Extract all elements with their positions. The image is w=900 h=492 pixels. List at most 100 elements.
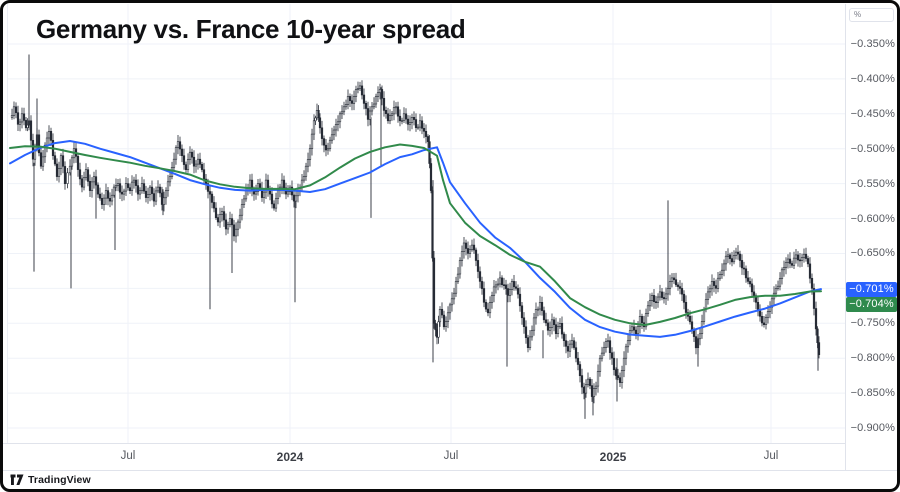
candle-body — [188, 151, 192, 160]
candle-body — [678, 286, 682, 289]
tradingview-logo[interactable]: TradingView — [10, 472, 91, 488]
candle-body — [500, 277, 504, 285]
candle-body — [526, 337, 530, 349]
candle-body — [208, 191, 212, 195]
candle-body — [446, 312, 450, 322]
candle-body — [14, 106, 18, 114]
candle-body — [724, 255, 728, 265]
candle-body — [114, 185, 118, 188]
candle-body — [320, 127, 324, 139]
candle-body — [480, 281, 484, 289]
candle-body — [388, 115, 392, 122]
candle-body — [402, 113, 406, 121]
candle-body — [600, 352, 604, 359]
candle-body — [212, 202, 216, 209]
candle-body — [684, 301, 688, 313]
candle-body — [612, 357, 616, 371]
candle-body — [544, 319, 548, 324]
candle-body — [414, 119, 418, 128]
candle-body — [594, 385, 598, 389]
candle-body — [520, 305, 524, 319]
candle-body — [96, 184, 100, 195]
candle-body — [566, 346, 570, 352]
candle-body — [662, 297, 666, 300]
candle-body — [348, 96, 352, 102]
candle-body — [504, 284, 508, 289]
candle-body — [620, 369, 624, 383]
time-tick-year-label: 2025 — [599, 450, 627, 464]
price-tick-label: −0.600% — [850, 212, 895, 225]
candle-body — [568, 343, 572, 352]
candle-body — [110, 194, 114, 202]
candle-body — [76, 156, 80, 170]
candlestick-series — [10, 80, 821, 404]
candle-body — [490, 295, 494, 303]
candle-body — [168, 176, 172, 183]
candle-body — [144, 190, 148, 198]
candle-body — [398, 115, 402, 122]
candle-body — [264, 179, 268, 193]
pane-left-border — [7, 4, 8, 443]
candle-body — [158, 186, 162, 194]
candle-body — [782, 267, 786, 271]
candle-body — [104, 190, 108, 199]
candle-body — [322, 138, 326, 146]
candle-body — [752, 291, 756, 296]
candle-body — [70, 157, 74, 167]
candle-body — [180, 148, 184, 156]
candle-body — [572, 340, 576, 348]
time-axis[interactable]: Jul 2024 Jul 2025 Jul — [3, 444, 845, 470]
candle-body — [548, 327, 552, 331]
candle-body — [502, 284, 506, 287]
candle-body — [196, 158, 200, 165]
candle-body — [286, 191, 290, 195]
candle-body — [440, 308, 444, 316]
candle-body — [242, 198, 246, 205]
candle-body — [152, 193, 156, 202]
candle-body — [276, 190, 280, 200]
grid-layer — [8, 4, 845, 443]
time-axis-separator — [3, 443, 897, 444]
candle-body — [442, 314, 446, 328]
candle-body — [462, 242, 466, 252]
price-tick-label: −0.450% — [850, 107, 895, 120]
candle-body — [476, 260, 480, 272]
candle-body — [18, 121, 22, 125]
candle-body — [716, 277, 720, 289]
price-tick-label: −0.900% — [850, 422, 895, 434]
candle-body — [472, 244, 476, 251]
candle-body — [760, 315, 764, 324]
candle-body — [370, 106, 374, 112]
price-unit-button[interactable]: % — [849, 8, 894, 22]
candle-body — [484, 301, 488, 310]
candle-body — [458, 260, 462, 275]
candle-body — [780, 269, 784, 279]
candle-body — [708, 288, 712, 293]
candle-body — [538, 301, 542, 310]
candle-body — [610, 352, 614, 359]
candle-body — [146, 194, 150, 198]
price-axis-separator — [845, 4, 846, 470]
candle-body — [330, 134, 334, 141]
candle-body — [318, 117, 322, 129]
candle-body — [394, 106, 398, 109]
price-tick-label: −0.650% — [850, 247, 895, 260]
candle-body — [164, 190, 168, 199]
candle-body — [784, 262, 788, 268]
candle-body — [474, 249, 478, 261]
candle-body — [324, 144, 328, 151]
candle-body — [352, 96, 356, 104]
price-axis[interactable]: % −0.701% −0.704% −0.350% −0.400% −0.450% −… — [846, 3, 897, 470]
price-tick-label: −0.750% — [850, 317, 895, 330]
candle-body — [496, 283, 500, 286]
candle-body — [178, 141, 182, 150]
candle-body — [176, 141, 180, 148]
candle-body — [530, 329, 534, 338]
candle-body — [342, 106, 346, 113]
candle-body — [312, 120, 316, 135]
candle-body — [636, 326, 640, 335]
candle-body — [596, 371, 600, 387]
candle-body — [814, 308, 818, 330]
